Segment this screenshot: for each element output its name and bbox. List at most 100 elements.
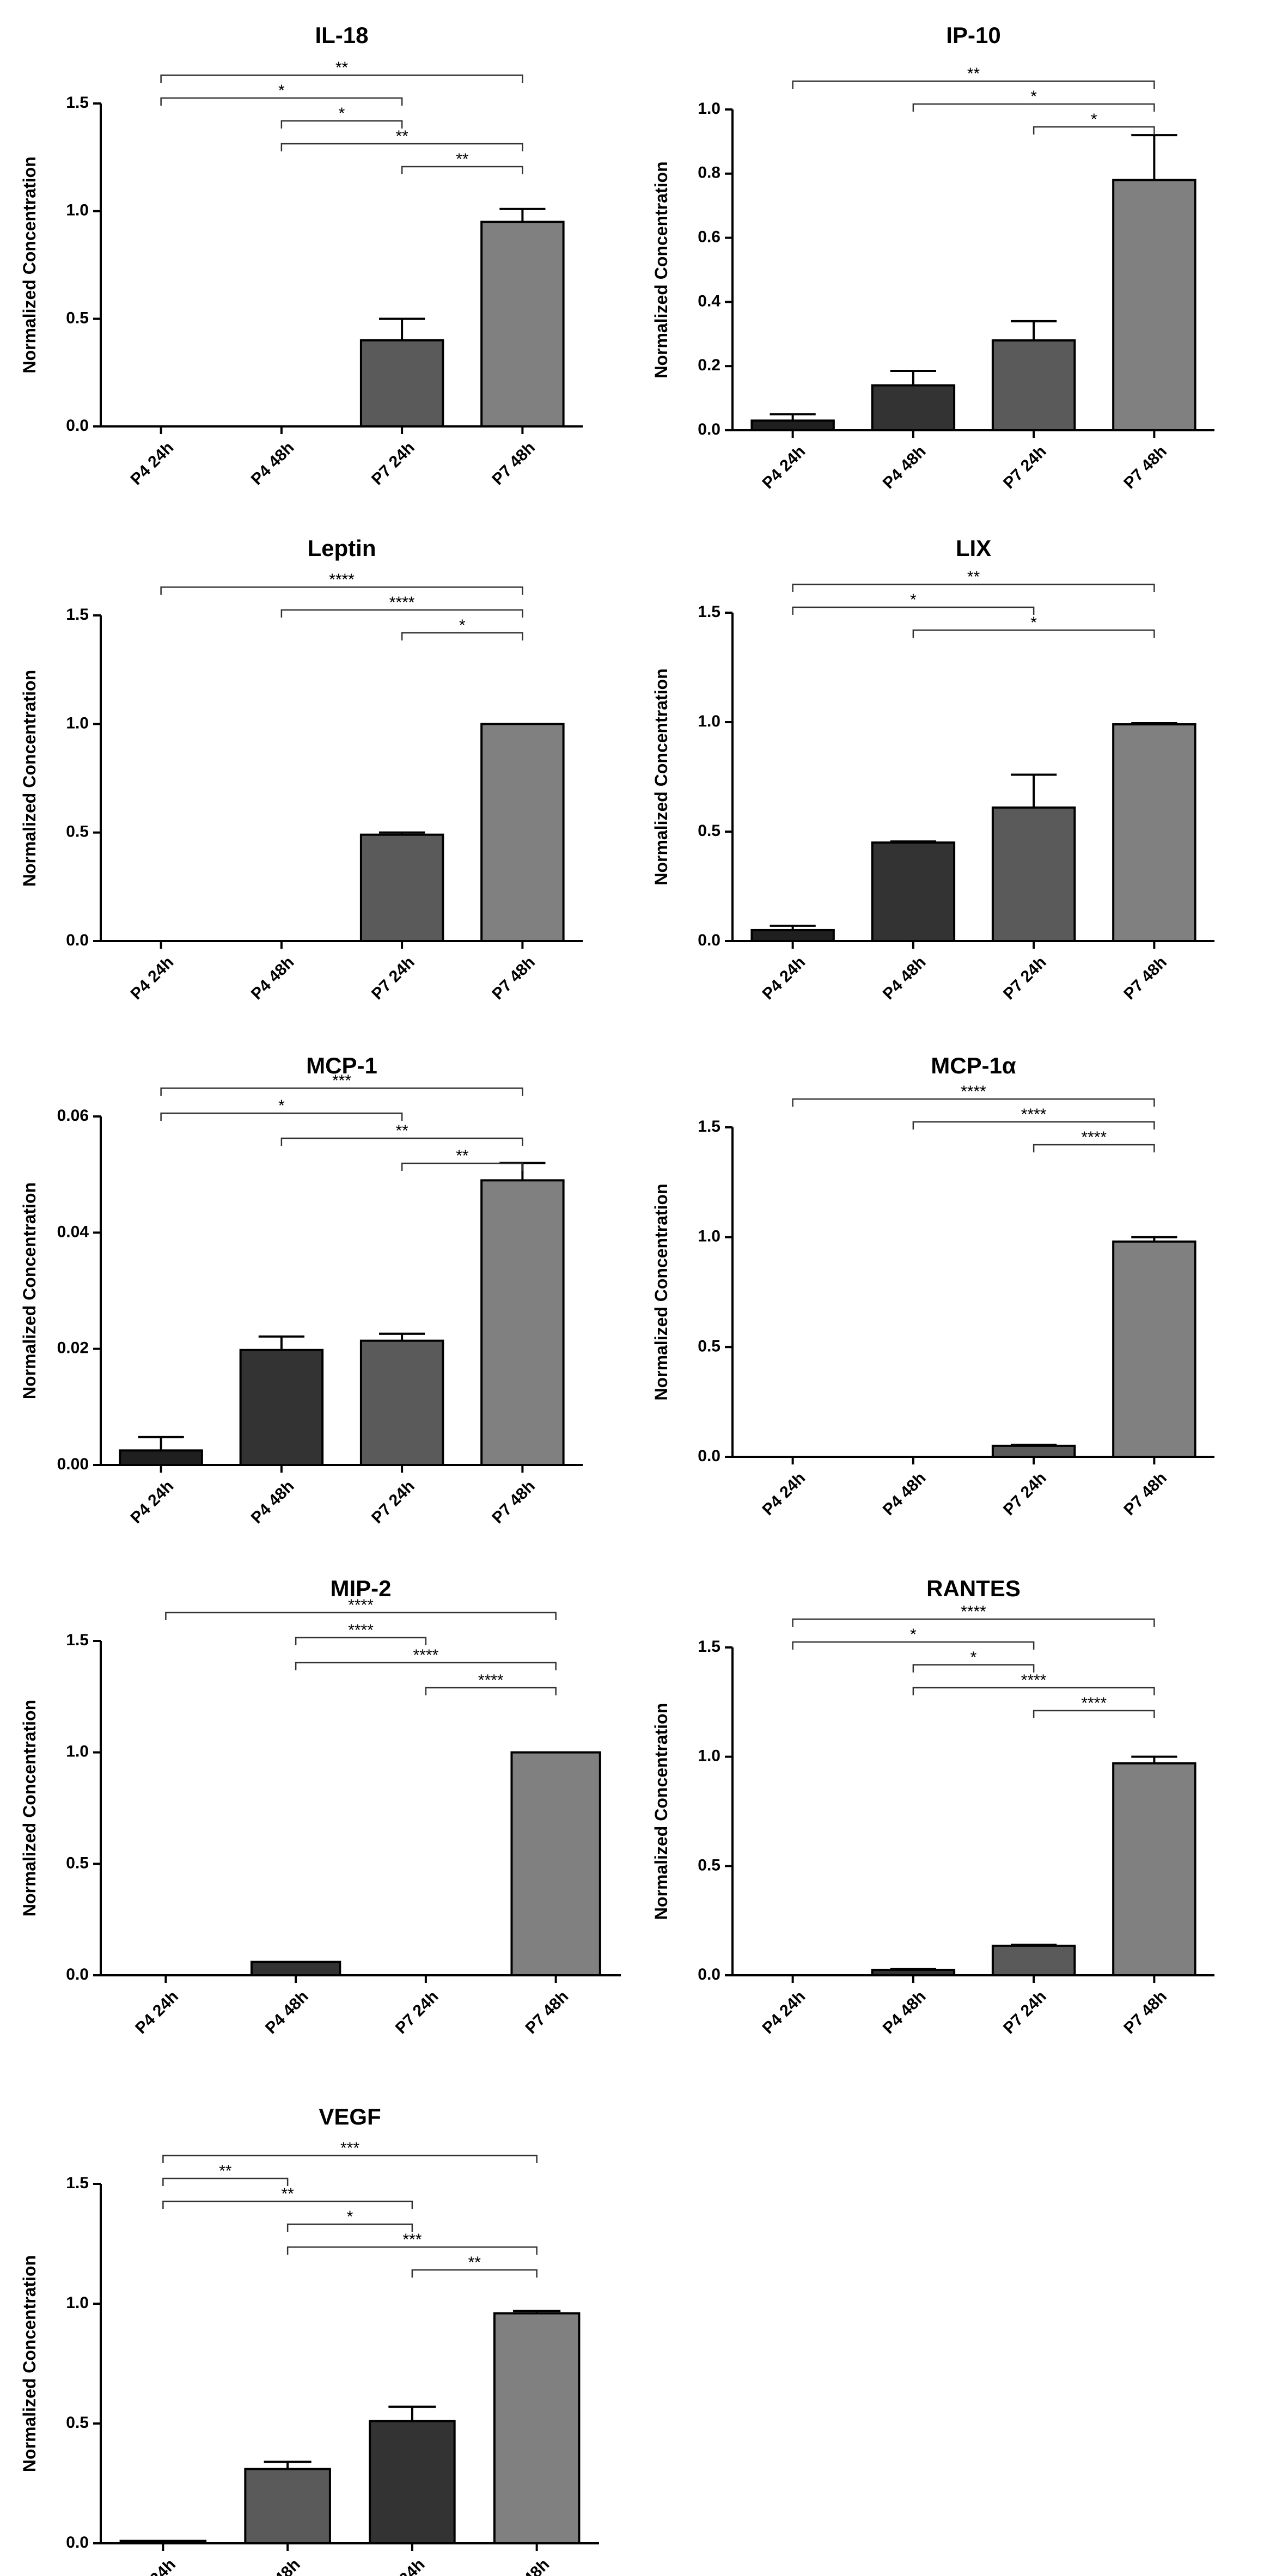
significance-label: **: [395, 1122, 408, 1140]
bar: [359, 1339, 444, 1467]
significance-label: ****: [413, 1646, 439, 1664]
error-bar: [378, 831, 425, 835]
x-category-label: P4 48h: [262, 1987, 312, 2037]
chart-title: RANTES: [926, 1576, 1021, 1601]
significance-bracket: [295, 1662, 557, 1670]
y-tick-label: 1.0: [66, 714, 89, 732]
significance-label: **: [281, 2185, 294, 2203]
y-tick-label: 1.0: [698, 1228, 721, 1246]
significance-label: ****: [329, 571, 355, 589]
x-category-label: P7 24h: [1000, 442, 1050, 492]
significance-bracket: [912, 103, 1155, 112]
error-bar: [770, 413, 816, 421]
error-bar: [138, 1436, 184, 1451]
significance-bracket: [401, 166, 523, 174]
x-category-label: P4 48h: [880, 953, 930, 1003]
x-category-label: P4 48h: [880, 1469, 930, 1519]
error-bar: [378, 1332, 425, 1341]
bar: [871, 384, 956, 431]
error-bar: [1011, 1443, 1057, 1446]
x-category-label: P4 48h: [254, 2555, 304, 2576]
y-tick-label: 0.2: [698, 356, 721, 374]
chart-panel: VEGF Normalized Concentration 0.0 0.5 1.0 1.5…: [20, 2104, 599, 2576]
significance-bracket: [401, 1162, 523, 1171]
error-bar: [1011, 320, 1057, 341]
significance-label: **: [456, 150, 469, 168]
significance-bracket: [401, 632, 523, 640]
x-category-label: P4 24h: [129, 2555, 179, 2576]
significance-label: ****: [1081, 1128, 1107, 1146]
chart-panel: LIX Normalized Concentration 0.0 0.5 1.0 1.5 P…: [651, 535, 1214, 1003]
error-bar: [1011, 1943, 1057, 1946]
bar: [991, 1444, 1076, 1458]
y-tick-label: 0.5: [66, 823, 89, 841]
significance-bracket: [160, 74, 523, 83]
significance-label: ****: [478, 1671, 504, 1689]
y-tick-label: 1.0: [66, 202, 89, 219]
y-axis-label: Normalized Concentration: [651, 668, 671, 885]
x-category-label: P7 48h: [1120, 953, 1170, 1003]
significance-bracket: [295, 1637, 427, 1645]
significance-label: *: [278, 82, 285, 100]
chart-title: MCP-1: [306, 1053, 377, 1078]
significance-label: *: [910, 591, 917, 609]
x-category-label: P7 24h: [368, 1477, 418, 1527]
bar: [369, 2420, 456, 2545]
significance-bracket: [912, 1664, 1035, 1672]
bar: [359, 339, 444, 428]
x-category-label: P4 24h: [132, 1987, 182, 2037]
x-category-label: P7 24h: [1000, 1987, 1050, 2037]
significance-bracket: [792, 1641, 1035, 1650]
y-axis-label: Normalized Concentration: [20, 1700, 39, 1916]
significance-label: ****: [961, 1603, 986, 1621]
error-bar: [1131, 722, 1177, 725]
significance-bracket: [286, 2246, 538, 2255]
bar: [480, 221, 565, 428]
significance-bracket: [160, 1087, 523, 1096]
x-category-label: P7 24h: [368, 438, 418, 489]
x-category-label: P4 24h: [759, 1987, 809, 2037]
y-tick-label: 1.0: [66, 2294, 89, 2312]
chart-title: Leptin: [308, 535, 376, 561]
y-tick-label: 0.5: [698, 1337, 721, 1355]
bar: [510, 1751, 601, 1977]
significance-label: *: [278, 1097, 285, 1115]
significance-label: **: [395, 127, 408, 145]
error-bar: [1131, 134, 1177, 180]
y-tick-label: 1.0: [66, 1743, 89, 1761]
bar: [1112, 1762, 1196, 1977]
bar: [991, 806, 1076, 943]
significance-label: ****: [1021, 1106, 1047, 1124]
x-category-label: P7 24h: [392, 1987, 442, 2037]
chart-panel: MIP-2 Normalized Concentration 0.0 0.5 1.0 1.…: [20, 1576, 621, 2037]
significance-bracket: [280, 609, 523, 618]
significance-bracket: [162, 2154, 538, 2163]
bar: [493, 2312, 581, 2545]
x-category-label: P4 24h: [759, 1469, 809, 1519]
significance-label: **: [967, 568, 980, 586]
chart-title: LIX: [956, 535, 991, 561]
significance-bracket: [160, 586, 523, 595]
y-axis-label: Normalized Concentration: [651, 161, 671, 378]
significance-bracket: [1033, 126, 1155, 135]
bar: [750, 419, 835, 432]
significance-label: *: [910, 1626, 917, 1644]
y-tick-label: 1.5: [66, 94, 89, 112]
error-bar: [770, 924, 816, 930]
y-tick-label: 1.0: [698, 100, 721, 118]
chart-panel: IL-18 Normalized Concentration 0.0 0.5 1.0 1.…: [20, 22, 583, 489]
error-bar: [890, 370, 936, 386]
x-category-label: P4 48h: [248, 953, 298, 1003]
bar: [991, 339, 1076, 432]
significance-bracket: [165, 1611, 557, 1620]
significance-label: **: [219, 2162, 232, 2180]
error-bar: [890, 1968, 936, 1970]
x-category-label: P7 48h: [503, 2555, 553, 2576]
x-category-label: P4 48h: [880, 442, 930, 492]
y-tick-label: 0.5: [66, 1854, 89, 1872]
x-category-label: P7 48h: [489, 953, 539, 1003]
bar: [871, 841, 956, 942]
bar: [244, 2468, 331, 2545]
significance-bracket: [792, 1098, 1155, 1107]
